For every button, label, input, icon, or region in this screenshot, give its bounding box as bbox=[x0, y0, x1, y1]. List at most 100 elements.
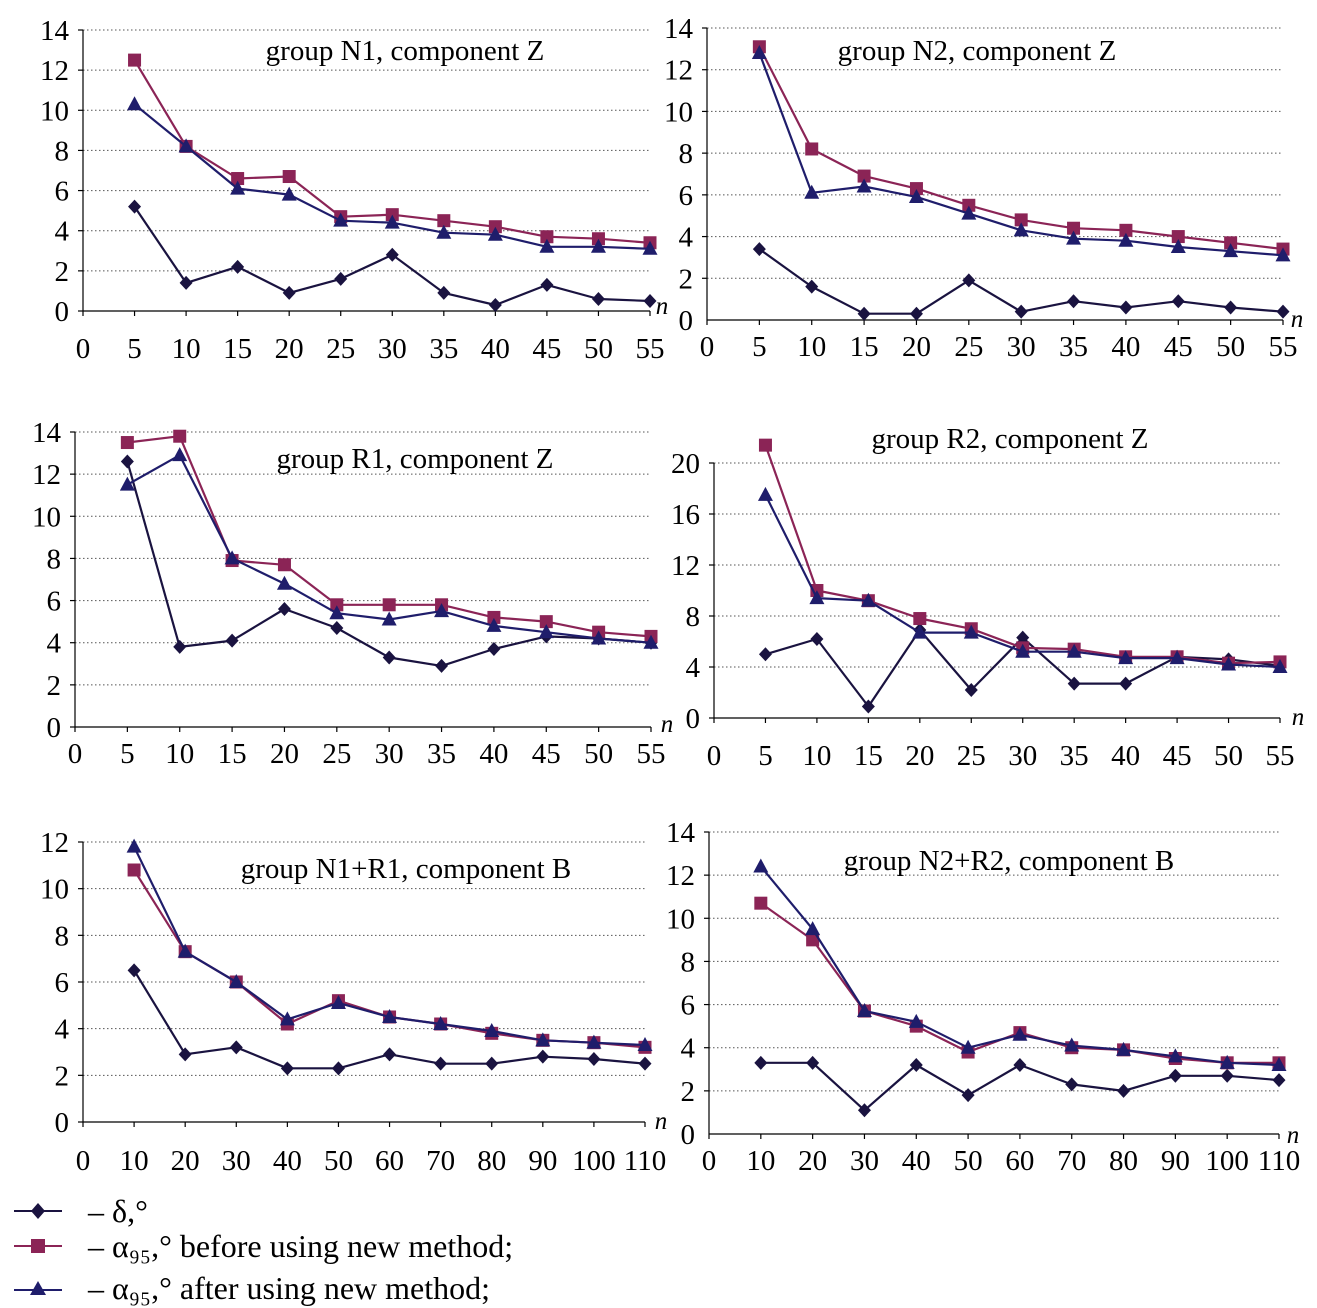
diamond-marker bbox=[173, 639, 187, 654]
triangle-marker bbox=[960, 1039, 976, 1054]
square-marker bbox=[909, 182, 923, 196]
diamond-marker bbox=[857, 1103, 871, 1118]
triangle-marker bbox=[1013, 222, 1029, 237]
x-axis-label: n bbox=[655, 1108, 668, 1135]
y-tick-label: 12 bbox=[32, 459, 61, 491]
y-tick-label: 12 bbox=[664, 55, 693, 87]
square-marker bbox=[539, 615, 553, 629]
chart-title: group N2, component Z bbox=[838, 35, 1117, 67]
x-tick-label: 45 bbox=[1163, 740, 1192, 772]
triangle-marker bbox=[119, 476, 135, 491]
square-marker bbox=[1171, 230, 1185, 244]
x-tick-label: 10 bbox=[746, 1145, 775, 1177]
x-tick-label: 80 bbox=[1109, 1145, 1138, 1177]
diamond-marker bbox=[1272, 1073, 1286, 1088]
x-tick-label: 15 bbox=[223, 333, 252, 365]
diamond-marker bbox=[229, 1040, 243, 1055]
x-tick-label: 35 bbox=[1060, 740, 1089, 772]
triangle-marker bbox=[908, 188, 924, 203]
y-tick-label: 6 bbox=[679, 180, 694, 212]
y-tick-label: 14 bbox=[32, 417, 62, 449]
x-tick-label: 40 bbox=[481, 333, 510, 365]
diamond-marker bbox=[120, 454, 134, 469]
x-tick-label: 55 bbox=[636, 333, 665, 365]
diamond-marker bbox=[435, 658, 449, 673]
square-marker bbox=[382, 598, 396, 612]
diamond-marker bbox=[805, 279, 819, 294]
y-tick-label: 4 bbox=[679, 222, 694, 254]
x-tick-label: 50 bbox=[1216, 331, 1245, 363]
triangle-marker bbox=[1066, 230, 1082, 245]
triangle-marker bbox=[1015, 643, 1031, 658]
x-tick-label: 10 bbox=[802, 740, 831, 772]
chart-title: group R2, component Z bbox=[871, 423, 1148, 455]
chart-title: group N2+R2, component B bbox=[844, 845, 1175, 877]
x-axis-label: n bbox=[1287, 1122, 1300, 1149]
triangle-marker bbox=[127, 96, 143, 111]
x-tick-label: 30 bbox=[1007, 331, 1036, 363]
x-tick-label: 30 bbox=[850, 1145, 879, 1177]
triangle-marker bbox=[908, 1013, 924, 1028]
y-tick-label: 4 bbox=[681, 1033, 696, 1065]
y-tick-label: 0 bbox=[55, 296, 70, 328]
diamond-marker bbox=[1016, 630, 1030, 645]
chart-panel-4: 0 4 8 12 16 20 0 5 10 15 20 25 30 35 40 45 50 55 n group R2… bbox=[671, 423, 1304, 772]
triangle-marker bbox=[486, 617, 502, 632]
y-tick-label: 14 bbox=[666, 817, 696, 849]
triangle-marker bbox=[1118, 650, 1134, 665]
triangle-marker bbox=[487, 226, 503, 241]
triangle-marker bbox=[637, 1037, 653, 1051]
x-tick-label: 5 bbox=[120, 738, 135, 770]
x-tick-label: 50 bbox=[1214, 740, 1243, 772]
diamond-marker bbox=[1117, 1083, 1131, 1098]
x-tick-label: 30 bbox=[222, 1145, 251, 1177]
legend-triangle-marker bbox=[30, 1281, 46, 1295]
triangle-marker bbox=[586, 1034, 602, 1049]
x-tick-label: 30 bbox=[375, 738, 404, 770]
diamond-marker bbox=[385, 247, 399, 262]
triangle-marker bbox=[860, 592, 876, 607]
square-marker bbox=[437, 214, 451, 228]
triangle-marker bbox=[535, 1032, 551, 1047]
diamond-marker bbox=[961, 1088, 975, 1103]
y-tick-label: 8 bbox=[55, 920, 70, 952]
diamond-marker bbox=[540, 277, 554, 292]
x-tick-label: 70 bbox=[426, 1145, 455, 1177]
x-tick-label: 10 bbox=[172, 333, 201, 365]
square-marker bbox=[1067, 221, 1081, 235]
x-tick-label: 35 bbox=[427, 738, 456, 770]
y-tick-label: 10 bbox=[40, 95, 69, 127]
triangle-marker bbox=[224, 550, 240, 565]
y-tick-label: 8 bbox=[55, 135, 70, 167]
diamond-marker bbox=[1067, 294, 1081, 309]
y-tick-label: 10 bbox=[664, 96, 693, 128]
y-tick-label: 14 bbox=[664, 13, 694, 45]
square-marker bbox=[128, 53, 142, 67]
x-tick-label: 40 bbox=[1111, 331, 1140, 363]
square-marker bbox=[1014, 213, 1028, 227]
square-marker bbox=[806, 933, 820, 947]
x-tick-label: 40 bbox=[1111, 740, 1140, 772]
x-tick-label: 40 bbox=[902, 1145, 931, 1177]
triangle-marker bbox=[433, 1016, 449, 1030]
triangle-marker bbox=[436, 224, 452, 239]
triangle-marker bbox=[539, 238, 555, 253]
chart-title: group R1, component Z bbox=[276, 443, 553, 475]
x-tick-label: 5 bbox=[758, 740, 773, 772]
triangle-marker bbox=[230, 180, 246, 195]
square-marker bbox=[385, 208, 399, 222]
diamond-marker bbox=[127, 963, 141, 978]
diamond-marker bbox=[1276, 304, 1290, 319]
y-tick-label: 0 bbox=[681, 1119, 696, 1151]
triangle-marker bbox=[1167, 1048, 1183, 1063]
x-tick-label: 55 bbox=[1266, 740, 1295, 772]
triangle-marker bbox=[643, 634, 659, 649]
x-tick-label: 45 bbox=[532, 333, 561, 365]
y-tick-label: 10 bbox=[666, 903, 695, 935]
diamond-marker bbox=[1168, 1068, 1182, 1083]
diamond-marker bbox=[591, 291, 605, 306]
triangle-marker bbox=[381, 611, 397, 626]
y-tick-label: 4 bbox=[686, 652, 701, 684]
y-tick-label: 10 bbox=[32, 501, 61, 533]
